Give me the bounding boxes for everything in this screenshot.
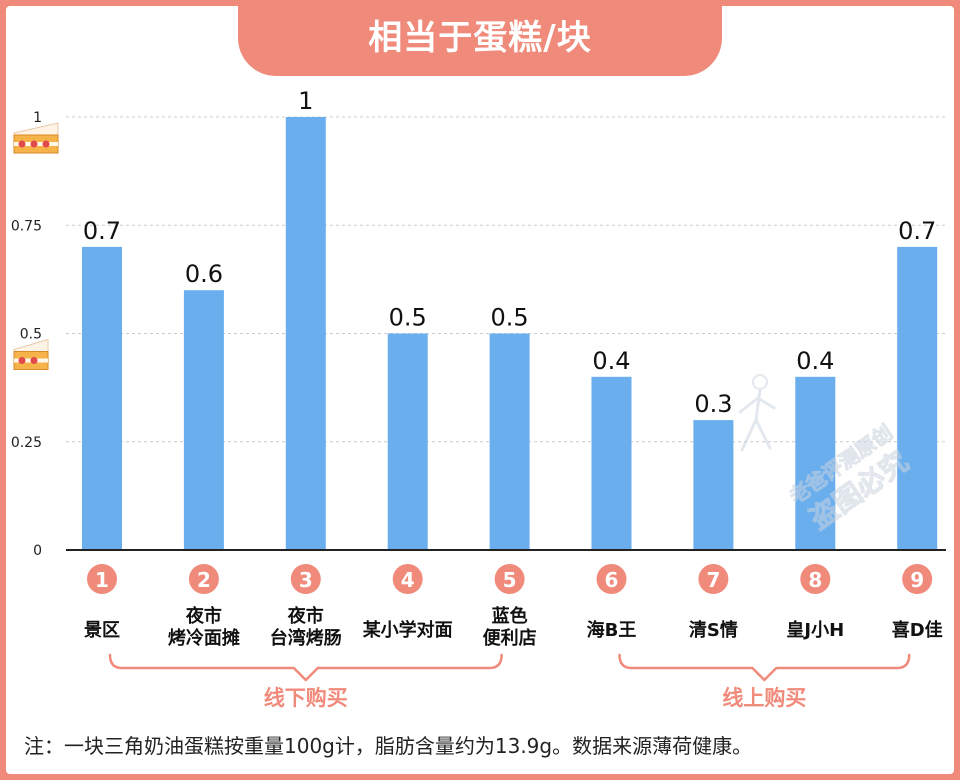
category-name: 夜市 (185, 605, 222, 627)
y-tick-label: 0 (33, 543, 42, 559)
title-tab (238, 0, 722, 76)
footnote: 注：一块三角奶油蛋糕按重量100g计，脂肪含量约为13.9g。数据来源薄荷健康。 (24, 734, 753, 758)
category-name: 喜D佳 (892, 619, 943, 641)
category-number-badge (596, 564, 627, 594)
category-name: 海B王 (587, 619, 637, 641)
category-number: 9 (910, 568, 924, 592)
bar (387, 333, 428, 550)
bracket-line (108, 653, 503, 682)
category-name: 某小学对面 (363, 619, 453, 641)
category-number-badge (902, 564, 933, 594)
category-number: 2 (197, 568, 211, 592)
category-name: 清S情 (689, 620, 738, 641)
bar-value-label: 0.4 (592, 347, 630, 375)
category-number-badge (800, 564, 831, 594)
runner-head (752, 374, 768, 390)
y-axis-icons (13, 122, 59, 370)
category-number-badge (494, 564, 525, 594)
strawberry-icon (30, 140, 38, 148)
cake-slice-icon (13, 122, 59, 154)
y-tick-labels: 0 0.25 0.5 0.75 1 (11, 110, 42, 559)
runner-body (738, 388, 776, 452)
strawberry-icon (18, 357, 26, 364)
bar-value-label: 0.7 (83, 217, 121, 245)
category-number: 5 (503, 568, 517, 592)
bar-value-label: 0.6 (185, 260, 223, 288)
category-label: 6 海B王 (587, 564, 637, 641)
bar-value-label: 0.4 (796, 347, 834, 375)
bar-value-label: 0.5 (389, 304, 427, 332)
bar (693, 420, 734, 550)
category-label: 1 景区 (84, 564, 120, 641)
bar-value-label: 0.3 (694, 390, 732, 418)
group-label: 线下购买 (264, 686, 348, 710)
runner-icon (738, 374, 776, 452)
category-number: 3 (299, 568, 313, 592)
y-tick-label: 1 (33, 110, 42, 126)
bracket-line (618, 653, 911, 682)
y-tick-label: 0.75 (11, 218, 42, 234)
bar-value-label: 1 (298, 87, 313, 115)
category-name: 台湾烤肠 (270, 627, 342, 649)
strawberry-icon (42, 140, 50, 148)
bar (183, 290, 224, 550)
bar (795, 376, 836, 550)
category-number-badge (87, 564, 117, 594)
category-number: 6 (605, 568, 619, 592)
category-name: 便利店 (483, 627, 537, 649)
category-name: 烤冷面摊 (168, 627, 240, 649)
category-label: 7 清S情 (689, 564, 738, 641)
category-label: 9 喜D佳 (892, 564, 943, 641)
category-labels: 1景区2夜市烤冷面摊3夜市台湾烤肠4某小学对面5蓝色便利店6海B王7清S情8皇J… (84, 564, 943, 649)
category-label: 8 皇J小H (786, 564, 844, 641)
category-name: 蓝色 (492, 605, 528, 627)
category-number-badge (392, 564, 423, 594)
category-name: 景区 (84, 620, 120, 641)
half-cake-slice-icon (13, 338, 49, 370)
category-number-badge (698, 564, 729, 594)
category-number-badge (188, 564, 219, 594)
chart-title: 相当于蛋糕/块 (368, 18, 592, 58)
y-tick-label: 0.25 (11, 435, 42, 451)
bar-value-label: 0.5 (491, 304, 529, 332)
category-name: 夜市 (287, 605, 324, 627)
y-tick-label: 0.5 (20, 327, 42, 343)
group-label: 线上购买 (722, 686, 806, 710)
bar (897, 246, 938, 550)
bars: 0.7 0.6 1 0.5 0.5 0.4 0.3 0.4 0.7 (82, 87, 938, 550)
bar (285, 117, 326, 550)
category-number: 8 (808, 568, 822, 592)
group-brackets: 线下购买 线上购买 (108, 653, 911, 710)
strawberry-icon (30, 357, 38, 364)
category-number: 4 (401, 568, 415, 592)
category-label: 4 某小学对面 (363, 564, 453, 641)
bar-value-label: 0.7 (898, 217, 936, 245)
bar (591, 376, 632, 550)
category-number-badge (290, 564, 321, 594)
bar (489, 333, 530, 550)
bar (82, 246, 122, 550)
strawberry-icon (18, 140, 26, 148)
category-number: 1 (95, 568, 109, 592)
group-bracket: 线下购买 (108, 653, 503, 710)
category-number: 7 (706, 568, 720, 592)
category-name: 皇J小H (786, 619, 844, 641)
group-bracket: 线上购买 (618, 653, 911, 710)
